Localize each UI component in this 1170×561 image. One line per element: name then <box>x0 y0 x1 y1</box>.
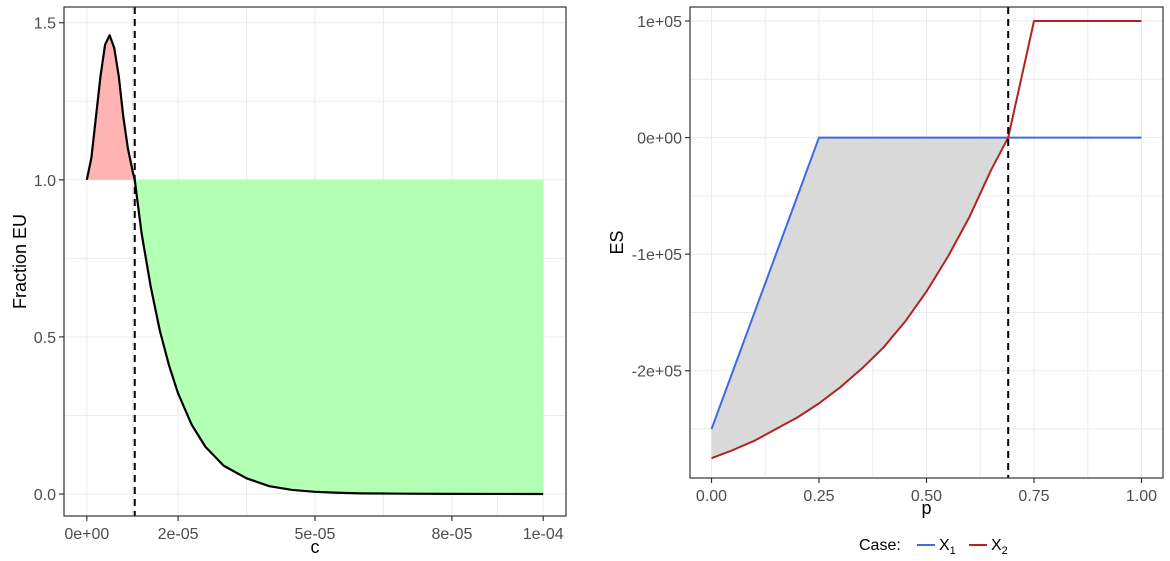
x-tick-label: 1.00 <box>1126 488 1157 505</box>
series-line-x2 <box>711 19 1142 460</box>
x-axis-label: c <box>311 537 320 557</box>
shaded-region <box>711 137 1009 459</box>
y-axis-label: ES <box>607 230 627 254</box>
y-tick-label: 0.5 <box>34 330 56 347</box>
y-tick-label: -2e+05 <box>632 364 682 381</box>
chart-es: 0.00 0.25 0.50 0.75 1.00 1e+05 0e+00 -1e+05 -2e+… <box>607 6 1164 557</box>
legend-label-subscript: 1 <box>950 545 956 557</box>
x-tick-label: 0.25 <box>803 488 834 505</box>
y-tick-label: 0e+00 <box>637 131 682 148</box>
x-tick-label: 0.75 <box>1018 488 1049 505</box>
series-line-x1 <box>710 136 1142 430</box>
y-tick-label: 1.5 <box>34 16 56 33</box>
series-line-fraction-eu <box>85 34 544 496</box>
y-axis-label: Fraction EU <box>10 214 30 309</box>
chart-fraction-eu: 0e+00 2e-05 5e-05 8e-05 1e-04 0.0 0.5 1.0 1.5 c Fr… <box>10 6 567 557</box>
x-tick-label: 0.50 <box>911 488 942 505</box>
x-tick-label: 0.00 <box>696 488 727 505</box>
legend-label-x1: X1 <box>939 537 956 557</box>
x-tick-label: 5e-05 <box>295 526 336 543</box>
legend-label-subscript: 2 <box>1002 545 1008 557</box>
x-axis-label: p <box>921 498 931 518</box>
legend-label-main: X <box>939 537 950 554</box>
y-tick-label: -1e+05 <box>632 247 682 264</box>
y-tick-label: 0.0 <box>34 487 56 504</box>
y-tick-label: 1.0 <box>34 173 56 190</box>
y-tick-label: 1e+05 <box>637 14 682 31</box>
fill-region-below <box>134 179 544 494</box>
legend-label-main: X <box>991 537 1002 554</box>
x-tick-label: 0e+00 <box>64 526 109 543</box>
x-tick-label: 1e-04 <box>523 526 564 543</box>
x-tick-label: 2e-05 <box>158 526 199 543</box>
fill-region-above <box>86 35 135 180</box>
legend-label-x2: X2 <box>991 537 1008 557</box>
x-tick-label: 8e-05 <box>431 526 472 543</box>
legend: Case: X1 X2 <box>859 537 1008 557</box>
legend-title: Case: <box>859 537 901 554</box>
